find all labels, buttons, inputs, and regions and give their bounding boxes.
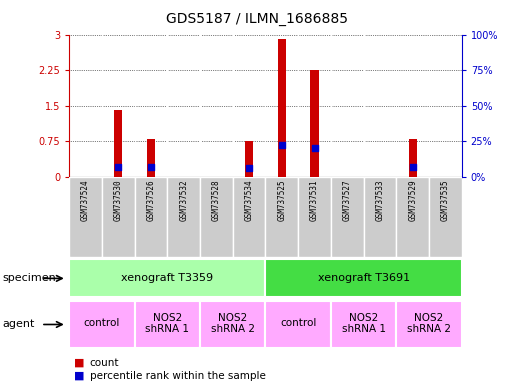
Bar	[134, 301, 200, 348]
Text: control: control	[280, 318, 317, 328]
Bar	[310, 70, 319, 177]
Text: GSM737531: GSM737531	[310, 179, 319, 221]
Text: GSM737533: GSM737533	[376, 179, 384, 221]
Bar	[331, 177, 364, 257]
Text: GSM737527: GSM737527	[343, 179, 352, 221]
Text: agent: agent	[3, 319, 35, 329]
Text: xenograft T3691: xenograft T3691	[318, 273, 410, 283]
Bar	[114, 110, 123, 177]
Bar	[147, 139, 155, 177]
Text: GSM737525: GSM737525	[278, 179, 286, 221]
Bar	[69, 301, 134, 348]
Bar	[167, 177, 200, 257]
Text: percentile rank within the sample: percentile rank within the sample	[90, 371, 266, 381]
Point	[147, 164, 155, 170]
Bar	[265, 177, 298, 257]
Text: GSM737526: GSM737526	[147, 179, 155, 221]
Text: count: count	[90, 358, 120, 368]
Point	[408, 164, 417, 170]
Point	[310, 145, 319, 151]
Bar	[408, 139, 417, 177]
Bar	[102, 177, 134, 257]
Text: GSM737528: GSM737528	[212, 179, 221, 221]
Text: GSM737530: GSM737530	[114, 179, 123, 221]
Text: xenograft T3359: xenograft T3359	[121, 273, 213, 283]
Bar	[429, 177, 462, 257]
Text: GSM737532: GSM737532	[179, 179, 188, 221]
Text: NOS2
shRNA 2: NOS2 shRNA 2	[211, 313, 255, 334]
Bar	[266, 260, 462, 297]
Text: GSM737534: GSM737534	[245, 179, 253, 221]
Bar	[200, 177, 233, 257]
Bar	[134, 177, 167, 257]
Bar	[331, 301, 396, 348]
Bar	[233, 177, 266, 257]
Text: GSM737524: GSM737524	[81, 179, 90, 221]
Bar	[396, 301, 462, 348]
Bar	[364, 177, 396, 257]
Point	[114, 164, 123, 170]
Text: ■: ■	[74, 358, 85, 368]
Bar	[298, 177, 331, 257]
Bar	[69, 177, 102, 257]
Point	[245, 165, 253, 171]
Text: specimen: specimen	[3, 273, 56, 283]
Bar	[200, 301, 265, 348]
Point	[278, 142, 286, 149]
Text: ■: ■	[74, 371, 85, 381]
Bar	[278, 39, 286, 177]
Bar	[266, 301, 331, 348]
Bar	[69, 260, 266, 297]
Text: GSM737535: GSM737535	[441, 179, 450, 221]
Text: control: control	[84, 318, 120, 328]
Text: NOS2
shRNA 1: NOS2 shRNA 1	[342, 313, 386, 334]
Text: GDS5187 / ILMN_1686885: GDS5187 / ILMN_1686885	[166, 12, 347, 25]
Text: NOS2
shRNA 2: NOS2 shRNA 2	[407, 313, 451, 334]
Bar	[396, 177, 429, 257]
Text: NOS2
shRNA 1: NOS2 shRNA 1	[145, 313, 189, 334]
Bar	[245, 141, 253, 177]
Text: GSM737529: GSM737529	[408, 179, 417, 221]
